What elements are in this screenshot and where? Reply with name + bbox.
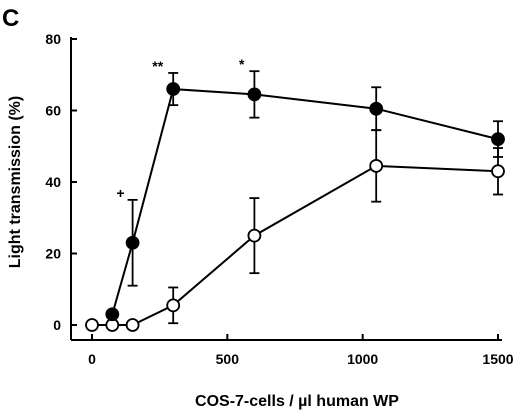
significance-label: * xyxy=(239,56,245,72)
y-tick-label: 20 xyxy=(45,246,61,262)
series-layer xyxy=(85,70,505,332)
axes xyxy=(70,37,502,341)
series-line xyxy=(92,164,499,326)
data-point xyxy=(247,87,262,102)
panel-letter: C xyxy=(2,5,19,32)
significance-label: + xyxy=(116,185,124,201)
data-point xyxy=(166,298,181,313)
ticks: 0 20 40 60 80 0 500 1000 1500 xyxy=(45,31,513,367)
data-point xyxy=(85,318,99,332)
x-tick-label: 500 xyxy=(216,351,240,367)
x-tick-label: 1500 xyxy=(482,351,513,367)
y-tick-label: 60 xyxy=(45,103,61,119)
data-point xyxy=(125,235,140,250)
y-axis-title: Light transmission (%) xyxy=(7,96,24,268)
annotations-layer: +** * xyxy=(116,56,245,201)
series-line xyxy=(111,88,499,315)
data-point xyxy=(491,132,505,147)
data-point xyxy=(166,82,181,96)
data-point xyxy=(247,228,262,243)
data-point xyxy=(125,318,140,332)
significance-label: ** xyxy=(152,58,163,74)
y-tick-label: 80 xyxy=(45,31,61,47)
data-point xyxy=(369,159,384,173)
data-point xyxy=(491,164,505,179)
y-tick-label: 0 xyxy=(53,317,61,333)
series-0 xyxy=(105,70,505,322)
y-tick-label: 40 xyxy=(45,174,61,190)
x-tick-label: 1000 xyxy=(347,351,378,367)
x-axis-title: COS-7-cells / µl human WP xyxy=(195,393,399,410)
series-1 xyxy=(85,129,505,332)
data-point xyxy=(369,101,384,116)
data-point xyxy=(105,307,120,322)
x-tick-label: 0 xyxy=(88,351,96,367)
